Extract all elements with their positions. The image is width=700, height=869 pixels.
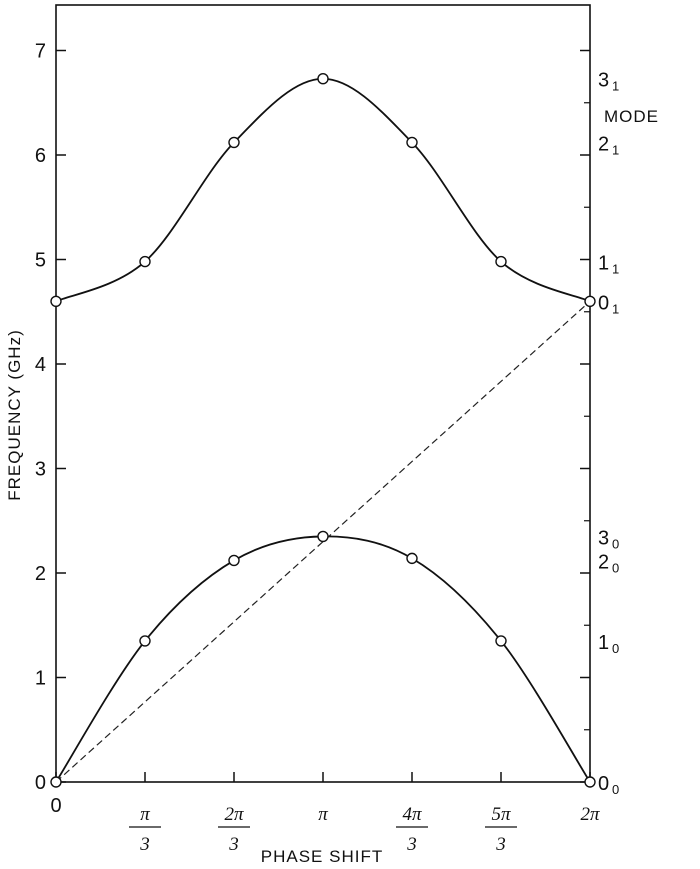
mode-label-subscript: 0	[612, 560, 619, 575]
y-tick-label: 4	[35, 354, 46, 376]
x-tick-numerator: π	[140, 804, 150, 825]
y-tick-label: 1	[35, 668, 46, 690]
y-tick-label: 7	[35, 41, 46, 63]
mode-label: 3	[598, 527, 609, 549]
series-0-curve	[55, 535, 591, 783]
mode-label-subscript: 1	[612, 262, 619, 277]
markers	[50, 73, 596, 788]
mode-label: 1	[598, 253, 609, 275]
mode-label: 2	[598, 551, 609, 573]
mode-label-subscript: 0	[612, 782, 619, 797]
mode-labels: 3 12 11 10 13 02 01 00 0	[598, 70, 619, 797]
data-point	[50, 295, 62, 307]
mode-label: 2	[598, 133, 609, 155]
mode-label: 1	[598, 632, 609, 654]
y-tick-label: 6	[35, 145, 46, 167]
data-point	[50, 776, 62, 788]
data-point	[228, 136, 240, 149]
right-axis-title: MODE	[604, 107, 659, 126]
mode-label-subscript: 1	[612, 301, 619, 316]
data-point	[139, 255, 151, 268]
x-tick-numerator: 5π	[491, 804, 511, 825]
mode-label: 0	[598, 292, 609, 314]
x-tick-numerator: 2π	[224, 804, 244, 825]
series-1-curve	[55, 77, 591, 303]
mode-label-subscript: 0	[612, 641, 619, 656]
x-tick-label: π	[318, 804, 328, 825]
x-tick-denominator: 3	[139, 834, 150, 855]
data-point	[317, 530, 329, 543]
ticks: 0 1 2 3 4 5 6 7 0 π 3 2π 3 π 4π 3 5π 3 2π	[35, 41, 600, 856]
mode-label-subscript: 1	[612, 79, 619, 94]
data-point	[495, 255, 507, 268]
data-point	[228, 554, 240, 567]
mode-label-subscript: 0	[612, 536, 619, 551]
data-point	[139, 635, 151, 647]
x-tick-label: 0	[50, 795, 61, 817]
data-point	[317, 73, 329, 85]
x-tick-denominator: 3	[495, 834, 506, 855]
data-point	[406, 552, 418, 565]
mode-label: 0	[598, 773, 609, 795]
mode-label-subscript: 1	[612, 142, 619, 157]
curves	[55, 77, 591, 783]
axes	[55, 4, 591, 783]
y-tick-label: 2	[35, 563, 46, 585]
x-tick-numerator: 4π	[402, 804, 422, 825]
y-axis-title: FREQUENCY (GHz)	[5, 329, 24, 500]
y-tick-label: 0	[35, 772, 46, 794]
x-tick-label: 2π	[580, 804, 600, 825]
y-tick-label: 5	[35, 250, 46, 272]
x-tick-denominator: 3	[406, 834, 417, 855]
data-point	[406, 136, 418, 149]
x-tick-denominator: 3	[228, 834, 239, 855]
data-point	[495, 635, 507, 647]
mode-label: 3	[598, 70, 609, 92]
y-tick-label: 3	[35, 459, 46, 481]
dashed-light-line	[55, 300, 591, 783]
plot-frame	[55, 4, 591, 783]
x-axis-title: PHASE SHIFT	[261, 847, 383, 866]
data-point	[584, 776, 596, 788]
data-point	[584, 295, 596, 307]
